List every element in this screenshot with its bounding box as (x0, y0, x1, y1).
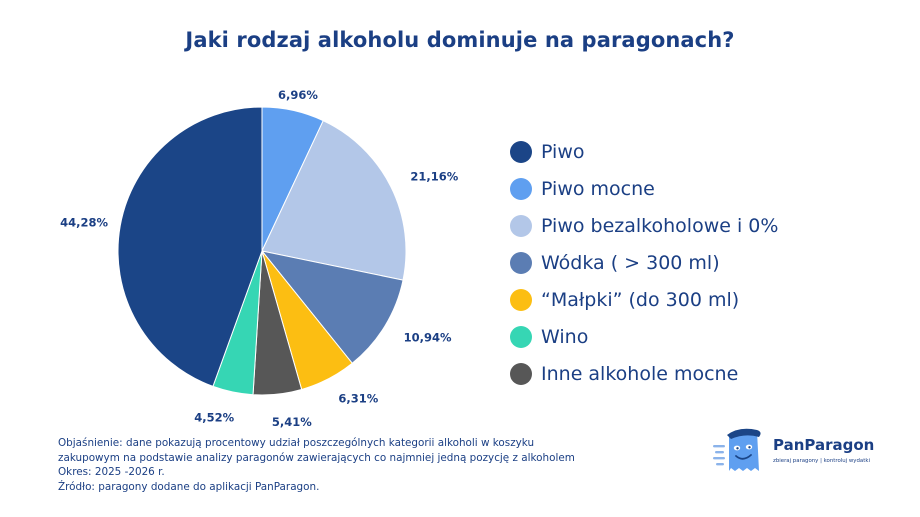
pie-labels: 6,96% 21,16% 10,94% 6,31% 5,41% 4,52% 44,28% (60, 88, 459, 429)
pie-slice (117, 106, 263, 388)
legend-swatch (510, 178, 532, 201)
legend-label: “Małpki” (do 300 ml) (541, 289, 740, 311)
legend-label: Piwo bezalkoholowe i 0% (541, 215, 779, 238)
pie-data-label: 4,52% (194, 411, 234, 425)
footnote-period: Okres: 2025 -2026 r. (58, 466, 165, 479)
chart-footnote: Objaśnienie: dane pokazują procentowy ud… (58, 436, 575, 494)
chart-legend: Piwo Piwo mocne Piwo bezalkoholowe i 0% … (510, 134, 778, 392)
footnote-explanation-1: Objaśnienie: dane pokazują procentowy ud… (58, 437, 535, 449)
legend-item-wino: Wino (510, 318, 778, 355)
brand-name: PanParagon (773, 436, 875, 454)
legend-label: Piwo (541, 141, 585, 164)
brand-tagline: zbieraj paragony | kontroluj wydatki (773, 458, 870, 464)
pie-data-label: 6,96% (278, 88, 318, 102)
legend-item-inne: Inne alkohole mocne (510, 355, 778, 392)
legend-label: Wódka ( > 300 ml) (541, 252, 720, 275)
legend-swatch (510, 252, 532, 275)
pie-slice (260, 250, 404, 364)
legend-swatch (510, 362, 532, 385)
legend-label: Piwo mocne (541, 178, 655, 201)
legend-item-malpki: “Małpki” (do 300 ml) (510, 282, 778, 319)
pie-data-label: 5,41% (272, 415, 312, 429)
legend-swatch (510, 289, 532, 311)
legend-swatch (510, 215, 532, 238)
brand-block: PanParagon zbieraj paragony | kontroluj … (713, 427, 883, 477)
pie-data-label: 21,16% (410, 170, 458, 184)
pie-slice (261, 119, 407, 281)
footnote-explanation-2: zakupowym na podstawie analizy paragonów… (58, 451, 575, 464)
legend-label: Inne alkohole mocne (541, 362, 739, 385)
legend-swatch (510, 325, 532, 348)
legend-label: Wino (541, 325, 589, 348)
legend-swatch (510, 141, 532, 164)
footnote-source: Źródło: paragony dodane do aplikacji Pan… (58, 480, 320, 493)
chart-title: Jaki rodzaj alkoholu dominuje na paragon… (185, 28, 735, 52)
pie-data-label: 6,31% (338, 391, 378, 405)
pie-data-label: 10,94% (404, 331, 452, 345)
legend-item-piwo-bezalkoholowe: Piwo bezalkoholowe i 0% (510, 208, 778, 245)
pie-data-label: 44,28% (60, 215, 108, 229)
legend-item-wodka: Wódka ( > 300 ml) (510, 245, 778, 282)
legend-item-piwo: Piwo (510, 134, 778, 171)
legend-item-piwo-mocne: Piwo mocne (510, 171, 778, 208)
pie-slices (117, 106, 407, 396)
panparagon-mascot-icon (713, 428, 761, 471)
